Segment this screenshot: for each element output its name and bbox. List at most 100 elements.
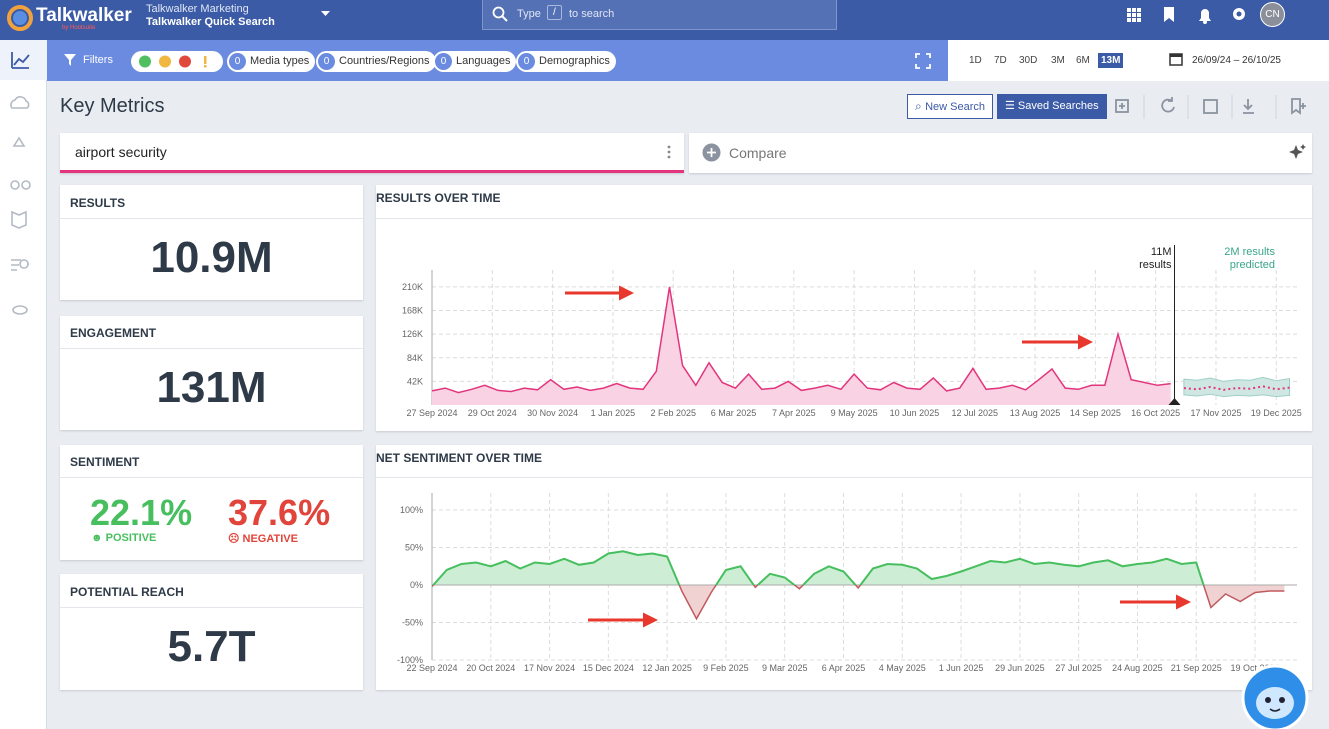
chip-label: Languages	[456, 55, 511, 67]
positive-value: 22.1%	[90, 492, 193, 533]
button-label: Saved Searches	[1017, 100, 1099, 112]
prediction-band	[1183, 376, 1290, 398]
caret[interactable]	[321, 11, 331, 17]
x-tick-label: 1 Jun 2025	[939, 663, 984, 673]
compare-label: Compare	[729, 145, 787, 161]
search-icon	[492, 6, 508, 22]
x-tick-label: 7 Apr 2025	[772, 408, 816, 418]
search-key: /	[547, 5, 562, 20]
period-bar	[948, 40, 1329, 81]
negative-label: ☹ NEGATIVE	[228, 533, 298, 545]
filter-chip[interactable]: 0 Countries/Regions	[316, 51, 436, 72]
search-placeholder: Type	[517, 8, 541, 20]
y-tick-label: 84K	[407, 353, 423, 363]
workspace: Talkwalker Marketing	[146, 3, 249, 15]
metric-label: ENGAGEMENT	[70, 326, 157, 340]
x-tick-label: 13 Aug 2025	[1010, 408, 1061, 418]
toolbar-icons[interactable]	[1110, 95, 1310, 119]
x-tick-label: 29 Jun 2025	[995, 663, 1045, 673]
query-card[interactable]: airport security	[60, 133, 684, 173]
search-box[interactable]: Type / to search	[482, 0, 837, 30]
annotation: 2M results	[1224, 246, 1275, 258]
header: Talkwalker by Hootsuite Talkwalker Marke…	[0, 0, 1329, 40]
chip-count: 0	[518, 53, 535, 70]
filter-chip[interactable]: 0 Languages	[433, 51, 517, 72]
metric-card: SENTIMENT 22.1% ☻ POSITIVE 37.6% ☹ NEGAT…	[60, 445, 363, 560]
line	[432, 585, 1285, 621]
x-tick-label: 6 Mar 2025	[711, 408, 757, 418]
chart-title: RESULTS OVER TIME	[376, 191, 500, 205]
metric-label: SENTIMENT	[70, 455, 140, 469]
brand: Talkwalker	[36, 5, 132, 26]
query: airport security	[75, 144, 167, 160]
x-tick-label: 29 Oct 2024	[468, 408, 517, 418]
x-tick-label: 24 Aug 2025	[1112, 663, 1163, 673]
metric-value: 131M	[156, 363, 267, 412]
x-tick-label: 4 May 2025	[879, 663, 926, 673]
x-tick-label: 19 Dec 2025	[1251, 408, 1302, 418]
header-icons[interactable]	[1120, 5, 1255, 25]
period-button[interactable]: 1D	[969, 55, 982, 66]
x-tick-label: 12 Jul 2025	[951, 408, 998, 418]
period-button[interactable]: 30D	[1019, 55, 1038, 66]
chip-label: Media types	[250, 55, 310, 67]
sparkle-icon[interactable]	[1289, 143, 1307, 161]
avatar[interactable]: CN	[1260, 2, 1285, 27]
x-tick-label: 16 Oct 2025	[1131, 408, 1180, 418]
line	[432, 550, 1205, 585]
x-tick-label: 12 Jan 2025	[642, 663, 692, 673]
sentiment-filter[interactable]	[131, 51, 223, 72]
y-tick-label: 50%	[405, 543, 423, 553]
annotation: 11M	[1151, 246, 1172, 258]
filter-chip[interactable]: 0 Demographics	[516, 51, 616, 72]
x-tick-label: 10 Jun 2025	[890, 408, 940, 418]
filters-label[interactable]: Filters	[83, 54, 113, 66]
label: NEGATIVE	[242, 533, 298, 545]
compare-card[interactable]: Compare	[689, 133, 1312, 173]
line	[431, 286, 1171, 394]
brand-sub: by Hootsuite	[62, 25, 96, 31]
x-tick-label: 27 Sep 2024	[406, 408, 457, 418]
chip-count: 0	[229, 53, 246, 70]
metric-value: 10.9M	[150, 233, 273, 282]
project[interactable]: Talkwalker Quick Search	[146, 16, 275, 28]
logo	[7, 5, 33, 31]
add-icon	[702, 143, 721, 162]
x-tick-label: 17 Nov 2025	[1190, 408, 1241, 418]
saved-searches-button[interactable]: ☰ Saved Searches	[997, 94, 1107, 119]
new-search-button[interactable]: ⌕ New Search	[907, 94, 993, 119]
search-placeholder: to search	[569, 8, 615, 20]
menu-dots[interactable]	[666, 145, 672, 161]
x-tick-label: 27 Jul 2025	[1055, 663, 1102, 673]
y-tick-label: -50%	[402, 618, 423, 628]
x-tick-label: 21 Sep 2025	[1171, 663, 1222, 673]
label: POSITIVE	[105, 532, 157, 544]
button-label: New Search	[925, 101, 985, 113]
metric-label: POTENTIAL REACH	[70, 585, 184, 599]
positive-label: ☻ POSITIVE	[91, 532, 157, 544]
period-button[interactable]: 13M	[1098, 53, 1124, 68]
x-tick-label: 15 Dec 2024	[583, 663, 634, 673]
x-tick-label: 22 Sep 2024	[406, 663, 457, 673]
period-button[interactable]: 6M	[1076, 55, 1090, 66]
chip-count: 0	[318, 53, 335, 70]
fullscreen-icon[interactable]	[915, 53, 931, 69]
filter-chip[interactable]: 0 Media types	[227, 51, 316, 72]
period-button[interactable]: 7D	[994, 55, 1007, 66]
metric-card: POTENTIAL REACH 5.7T	[60, 574, 363, 690]
x-tick-label: 30 Nov 2024	[527, 408, 578, 418]
sidebar-icons[interactable]	[0, 40, 47, 340]
chip-count: 0	[435, 53, 452, 70]
sidebar	[0, 40, 47, 729]
period-button[interactable]: 3M	[1051, 55, 1065, 66]
x-tick-label: 20 Oct 2024	[466, 663, 515, 673]
filter-icon	[64, 54, 76, 66]
page-title: Key Metrics	[60, 95, 165, 117]
metric-label: RESULTS	[70, 196, 126, 210]
date-range[interactable]: 26/09/24 – 26/10/25	[1192, 55, 1281, 66]
chart-title: NET SENTIMENT OVER TIME	[376, 451, 542, 465]
split-marker	[1168, 398, 1181, 405]
y-tick-label: 0%	[410, 580, 423, 590]
